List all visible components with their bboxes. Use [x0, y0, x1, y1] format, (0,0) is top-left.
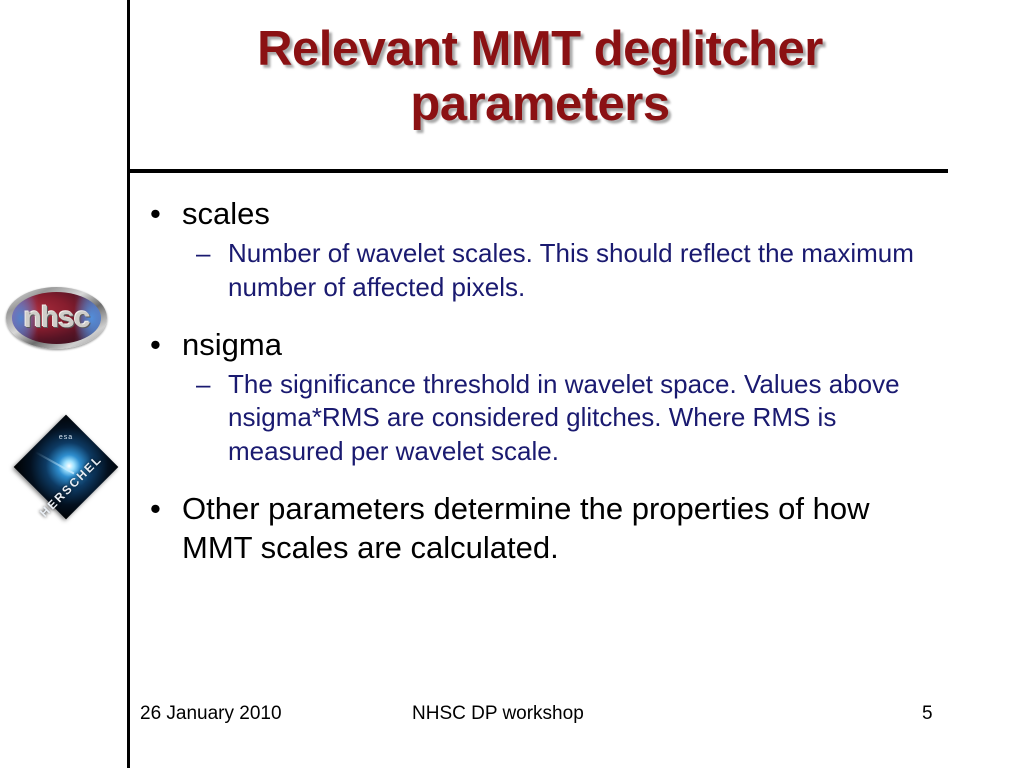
esa-logo-icon: esa	[58, 434, 74, 441]
herschel-logo-icon: esa HERSCHEL	[13, 412, 119, 522]
title-underline-rule	[127, 169, 948, 173]
bullet-dash-icon: –	[196, 368, 211, 399]
bullet-level2-label: Number of wavelet scales. This should re…	[228, 238, 914, 302]
bullet-level1-label: Other parameters determine the propertie…	[182, 491, 870, 566]
slide-footer: 26 January 2010 NHSC DP workshop 5	[140, 703, 940, 729]
bullet-dot-icon: •	[150, 326, 161, 362]
footer-event-name: NHSC DP workshop	[412, 703, 584, 724]
bullet-level1-other-parameters: • Other parameters determine the propert…	[148, 489, 948, 567]
footer-page-number: 5	[922, 703, 933, 724]
slide-body: • scales – Number of wavelet scales. Thi…	[148, 194, 948, 570]
bullet-level2-label: The significance threshold in wavelet sp…	[228, 368, 900, 467]
bullet-dot-icon: •	[150, 196, 161, 231]
herschel-logo-diamond	[13, 414, 119, 520]
nhsc-logo-nebula	[12, 292, 101, 344]
nhsc-logo-wordmark: nhsc	[23, 301, 90, 334]
nhsc-logo-icon: nhsc	[6, 287, 107, 349]
page-title: Relevant MMT deglitcher parameters	[257, 22, 823, 131]
bullet-level2-nsigma-desc: – The significance threshold in wavelet …	[148, 368, 948, 469]
footer-date: 26 January 2010	[140, 703, 282, 724]
bullet-dash-icon: –	[196, 238, 211, 269]
vertical-divider-rule	[127, 0, 130, 768]
spacer	[148, 475, 948, 489]
bullet-level1-nsigma: • nsigma	[148, 325, 948, 364]
bullet-level1-label: nsigma	[182, 326, 282, 362]
bullet-level2-scales-desc: – Number of wavelet scales. This should …	[148, 237, 948, 305]
herschel-logo-streak	[34, 451, 75, 476]
bullet-dot-icon: •	[150, 491, 161, 527]
spacer	[148, 311, 948, 325]
bullet-level1-scales: • scales	[148, 194, 948, 233]
bullet-level1-label: scales	[182, 196, 270, 231]
